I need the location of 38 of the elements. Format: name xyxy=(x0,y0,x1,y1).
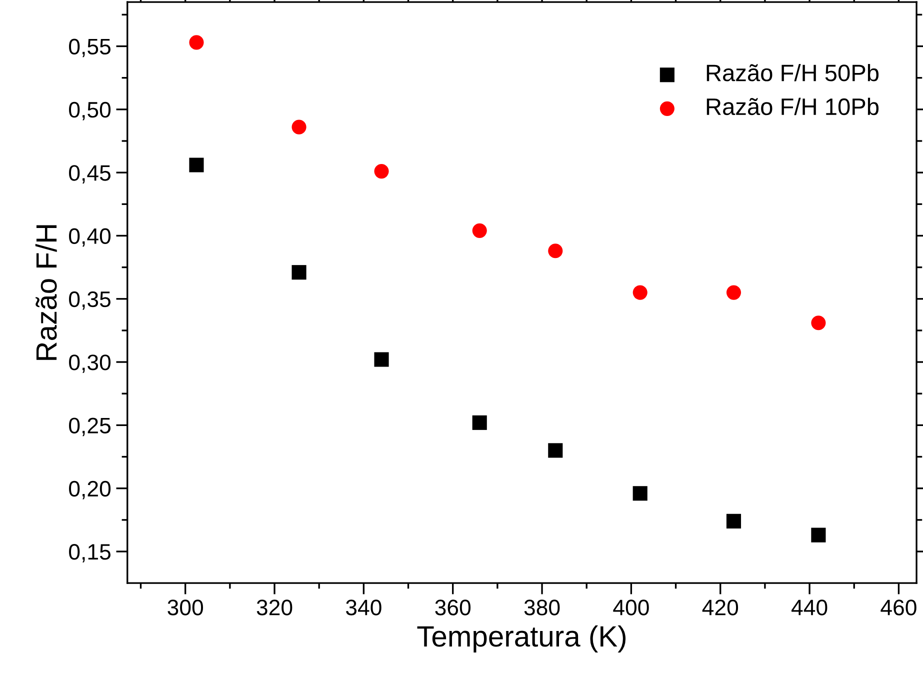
point xyxy=(292,120,306,134)
x-tick-label: 380 xyxy=(524,600,560,616)
point xyxy=(632,285,648,300)
point xyxy=(472,223,487,238)
y-tick-label: 0,55 xyxy=(69,38,110,58)
y-tick-label: 0,35 xyxy=(69,291,110,310)
y-tick-label: 0,25 xyxy=(69,418,110,436)
y-tick-label: 0,45 xyxy=(69,165,110,184)
x-tick-label: 300 xyxy=(168,600,204,616)
x-tick-label: 320 xyxy=(256,600,292,616)
legend-label: Razão F/H 50Pb xyxy=(706,64,879,82)
point xyxy=(189,158,204,172)
x-tick-label: 400 xyxy=(613,600,649,616)
y-tick-label: 0,50 xyxy=(69,102,111,120)
x-tick-label: 420 xyxy=(702,600,738,616)
legend-label: Razão F/H 10Pb xyxy=(706,98,879,116)
y-axis-title: Razão F/H xyxy=(35,225,57,360)
y-tick-label: 0,15 xyxy=(69,544,110,562)
x-axis-title: Temperatura (K) xyxy=(417,625,626,653)
point xyxy=(811,316,826,330)
x-tick-label: 360 xyxy=(435,600,471,616)
point xyxy=(374,164,389,179)
point xyxy=(548,244,563,258)
point xyxy=(811,528,826,542)
y-tick-label: 0,40 xyxy=(69,228,111,247)
y-tick-label: 0,30 xyxy=(69,354,111,373)
point xyxy=(548,443,563,458)
point xyxy=(472,415,487,430)
point xyxy=(726,514,742,528)
x-tick-label: 460 xyxy=(880,600,916,616)
point xyxy=(189,35,204,50)
point xyxy=(292,265,306,280)
x-tick-label: 440 xyxy=(792,600,828,616)
point xyxy=(726,285,742,300)
point xyxy=(374,352,389,367)
y-tick-label: 0,20 xyxy=(69,480,111,500)
point xyxy=(632,486,648,501)
x-tick-label: 340 xyxy=(346,600,382,616)
